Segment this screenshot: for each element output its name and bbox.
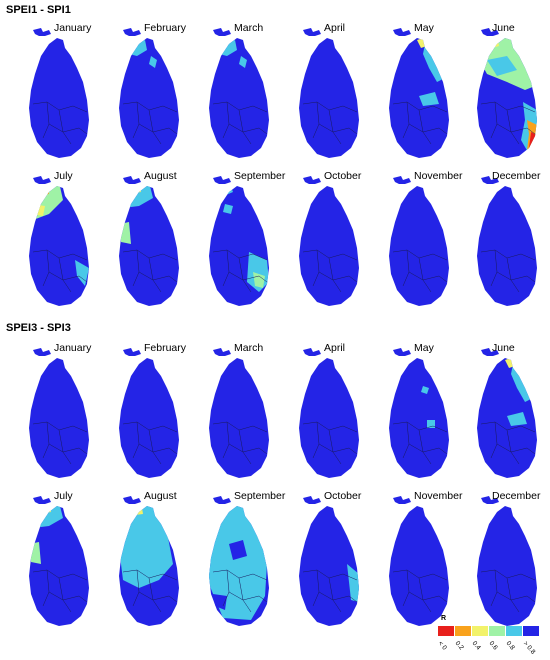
legend-label: 0.4 bbox=[470, 640, 482, 652]
sri-lanka-map bbox=[299, 348, 359, 478]
sri-lanka-map bbox=[209, 28, 269, 158]
month-label: December bbox=[492, 170, 541, 182]
sri-lanka-map bbox=[29, 176, 89, 306]
map-february: February bbox=[104, 16, 194, 164]
month-label: May bbox=[414, 22, 434, 34]
month-label: March bbox=[234, 22, 264, 34]
map-july: July bbox=[14, 164, 104, 312]
legend-label: 0.6 bbox=[487, 640, 499, 652]
sri-lanka-map bbox=[299, 176, 359, 306]
sri-lanka-map bbox=[389, 496, 449, 626]
map-december: December bbox=[462, 164, 550, 312]
month-label: May bbox=[414, 342, 434, 354]
legend-swatch bbox=[506, 626, 522, 636]
legend-swatch bbox=[523, 626, 539, 636]
sri-lanka-map bbox=[389, 348, 449, 478]
sri-lanka-map bbox=[119, 348, 179, 478]
month-label: June bbox=[492, 342, 515, 354]
sri-lanka-map bbox=[299, 496, 359, 626]
legend-swatch bbox=[489, 626, 505, 636]
map-july: July bbox=[14, 484, 104, 632]
map-january: January bbox=[14, 16, 104, 164]
month-label: April bbox=[324, 342, 346, 354]
legend-swatch bbox=[472, 626, 488, 636]
map-october: October bbox=[284, 164, 374, 312]
map-march: March bbox=[194, 336, 284, 484]
month-label: January bbox=[54, 342, 92, 354]
month-label: April bbox=[324, 22, 346, 34]
map-november: November bbox=[374, 484, 464, 632]
map-september: September bbox=[194, 484, 286, 632]
month-label: January bbox=[54, 22, 92, 34]
sri-lanka-map bbox=[477, 176, 537, 306]
legend: < 0 0.2 0.4 0.6 0.8 > 0.8 bbox=[436, 626, 548, 660]
month-label: November bbox=[414, 490, 463, 502]
sri-lanka-map bbox=[209, 496, 269, 626]
sri-lanka-map bbox=[119, 176, 179, 306]
sri-lanka-map bbox=[29, 28, 89, 158]
map-december: December bbox=[462, 484, 550, 632]
panel-title-spei1: SPEI1 - SPI1 bbox=[6, 4, 71, 16]
month-label: February bbox=[144, 22, 187, 34]
map-june: June bbox=[462, 16, 550, 164]
sri-lanka-map bbox=[119, 28, 179, 158]
month-label: June bbox=[492, 22, 515, 34]
map-april: April bbox=[284, 16, 374, 164]
map-september: September bbox=[194, 164, 286, 312]
legend-label: 0.8 bbox=[504, 640, 516, 652]
map-november: November bbox=[374, 164, 464, 312]
map-october: October bbox=[284, 484, 374, 632]
sri-lanka-map bbox=[389, 28, 449, 158]
map-june: June bbox=[462, 336, 550, 484]
sri-lanka-map bbox=[477, 348, 537, 478]
month-label: October bbox=[324, 490, 362, 502]
sri-lanka-map bbox=[299, 28, 359, 158]
map-march: March bbox=[194, 16, 284, 164]
sri-lanka-map bbox=[119, 496, 179, 626]
map-may: May bbox=[374, 16, 464, 164]
map-august: August bbox=[104, 484, 194, 632]
map-february: February bbox=[104, 336, 194, 484]
sri-lanka-map bbox=[29, 496, 89, 626]
legend-label: > 0.8 bbox=[521, 640, 537, 656]
month-label: July bbox=[54, 490, 73, 502]
legend-label: < 0 bbox=[436, 640, 448, 652]
month-label: November bbox=[414, 170, 463, 182]
legend-label: 0.2 bbox=[453, 640, 465, 652]
month-label: February bbox=[144, 342, 187, 354]
sri-lanka-map bbox=[477, 28, 537, 158]
month-label: December bbox=[492, 490, 541, 502]
month-label: October bbox=[324, 170, 362, 182]
month-label: March bbox=[234, 342, 264, 354]
month-label: September bbox=[234, 170, 286, 182]
map-august: August bbox=[104, 164, 194, 312]
legend-swatch bbox=[438, 626, 454, 636]
map-april: April bbox=[284, 336, 374, 484]
sri-lanka-map bbox=[29, 348, 89, 478]
month-label: August bbox=[144, 490, 177, 502]
sri-lanka-map bbox=[477, 496, 537, 626]
sri-lanka-map bbox=[209, 176, 269, 306]
month-label: July bbox=[54, 170, 73, 182]
legend-swatch bbox=[455, 626, 471, 636]
month-label: August bbox=[144, 170, 177, 182]
month-label: September bbox=[234, 490, 286, 502]
panel-title-spei3: SPEI3 - SPI3 bbox=[6, 322, 71, 334]
legend-title: R bbox=[441, 615, 447, 622]
sri-lanka-map bbox=[209, 348, 269, 478]
sri-lanka-map bbox=[389, 176, 449, 306]
map-january: January bbox=[14, 336, 104, 484]
map-may: May bbox=[374, 336, 464, 484]
